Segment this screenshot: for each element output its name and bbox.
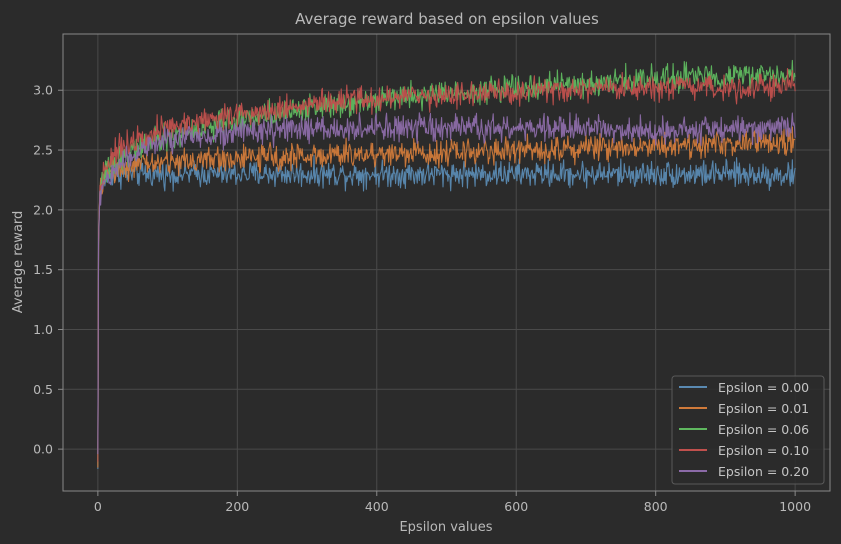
series-line bbox=[97, 126, 796, 468]
y-tick-label: 2.0 bbox=[33, 202, 53, 217]
axes-frame bbox=[62, 33, 831, 492]
legend-label: Epsilon = 0.20 bbox=[718, 464, 809, 479]
x-tick-label: 400 bbox=[365, 499, 389, 514]
x-tick-label: 200 bbox=[225, 499, 249, 514]
series-line bbox=[97, 67, 796, 462]
legend-item: Epsilon = 0.01 bbox=[679, 401, 809, 416]
plot-lines bbox=[97, 59, 796, 470]
y-axis-label: Average reward bbox=[11, 211, 26, 314]
legend-item: Epsilon = 0.20 bbox=[679, 464, 809, 479]
x-axis-label: Epsilon values bbox=[399, 520, 492, 535]
y-tick-label: 0.5 bbox=[33, 382, 53, 397]
legend-label: Epsilon = 0.06 bbox=[718, 422, 809, 437]
x-tick-label: 600 bbox=[504, 499, 528, 514]
y-tick-label: 2.5 bbox=[33, 143, 53, 158]
y-tick-label: 3.0 bbox=[33, 83, 53, 98]
legend-item: Epsilon = 0.00 bbox=[679, 380, 809, 395]
legend-label: Epsilon = 0.10 bbox=[718, 443, 809, 458]
y-tick-label: 1.5 bbox=[33, 262, 53, 277]
ticks: 0 200 400 600 800 1000 0.0 0.5 1.0 1.5 2.0 2.5 3.0 bbox=[33, 83, 811, 514]
x-tick-label: 0 bbox=[94, 499, 102, 514]
y-tick-label: 0.0 bbox=[33, 442, 53, 457]
legend: Epsilon = 0.00 Epsilon = 0.01 Epsilon = … bbox=[671, 375, 825, 485]
legend-label: Epsilon = 0.01 bbox=[718, 401, 809, 416]
legend-item: Epsilon = 0.10 bbox=[679, 443, 809, 458]
legend-box bbox=[671, 375, 825, 485]
x-tick-label: 800 bbox=[644, 499, 668, 514]
series-line bbox=[97, 154, 796, 470]
y-tick-label: 1.0 bbox=[33, 322, 53, 337]
legend-item: Epsilon = 0.06 bbox=[679, 422, 809, 437]
chart-title: Average reward based on epsilon values bbox=[295, 10, 599, 28]
x-tick-label: 1000 bbox=[779, 499, 811, 514]
legend-label: Epsilon = 0.00 bbox=[718, 380, 809, 395]
series-line bbox=[97, 112, 796, 455]
